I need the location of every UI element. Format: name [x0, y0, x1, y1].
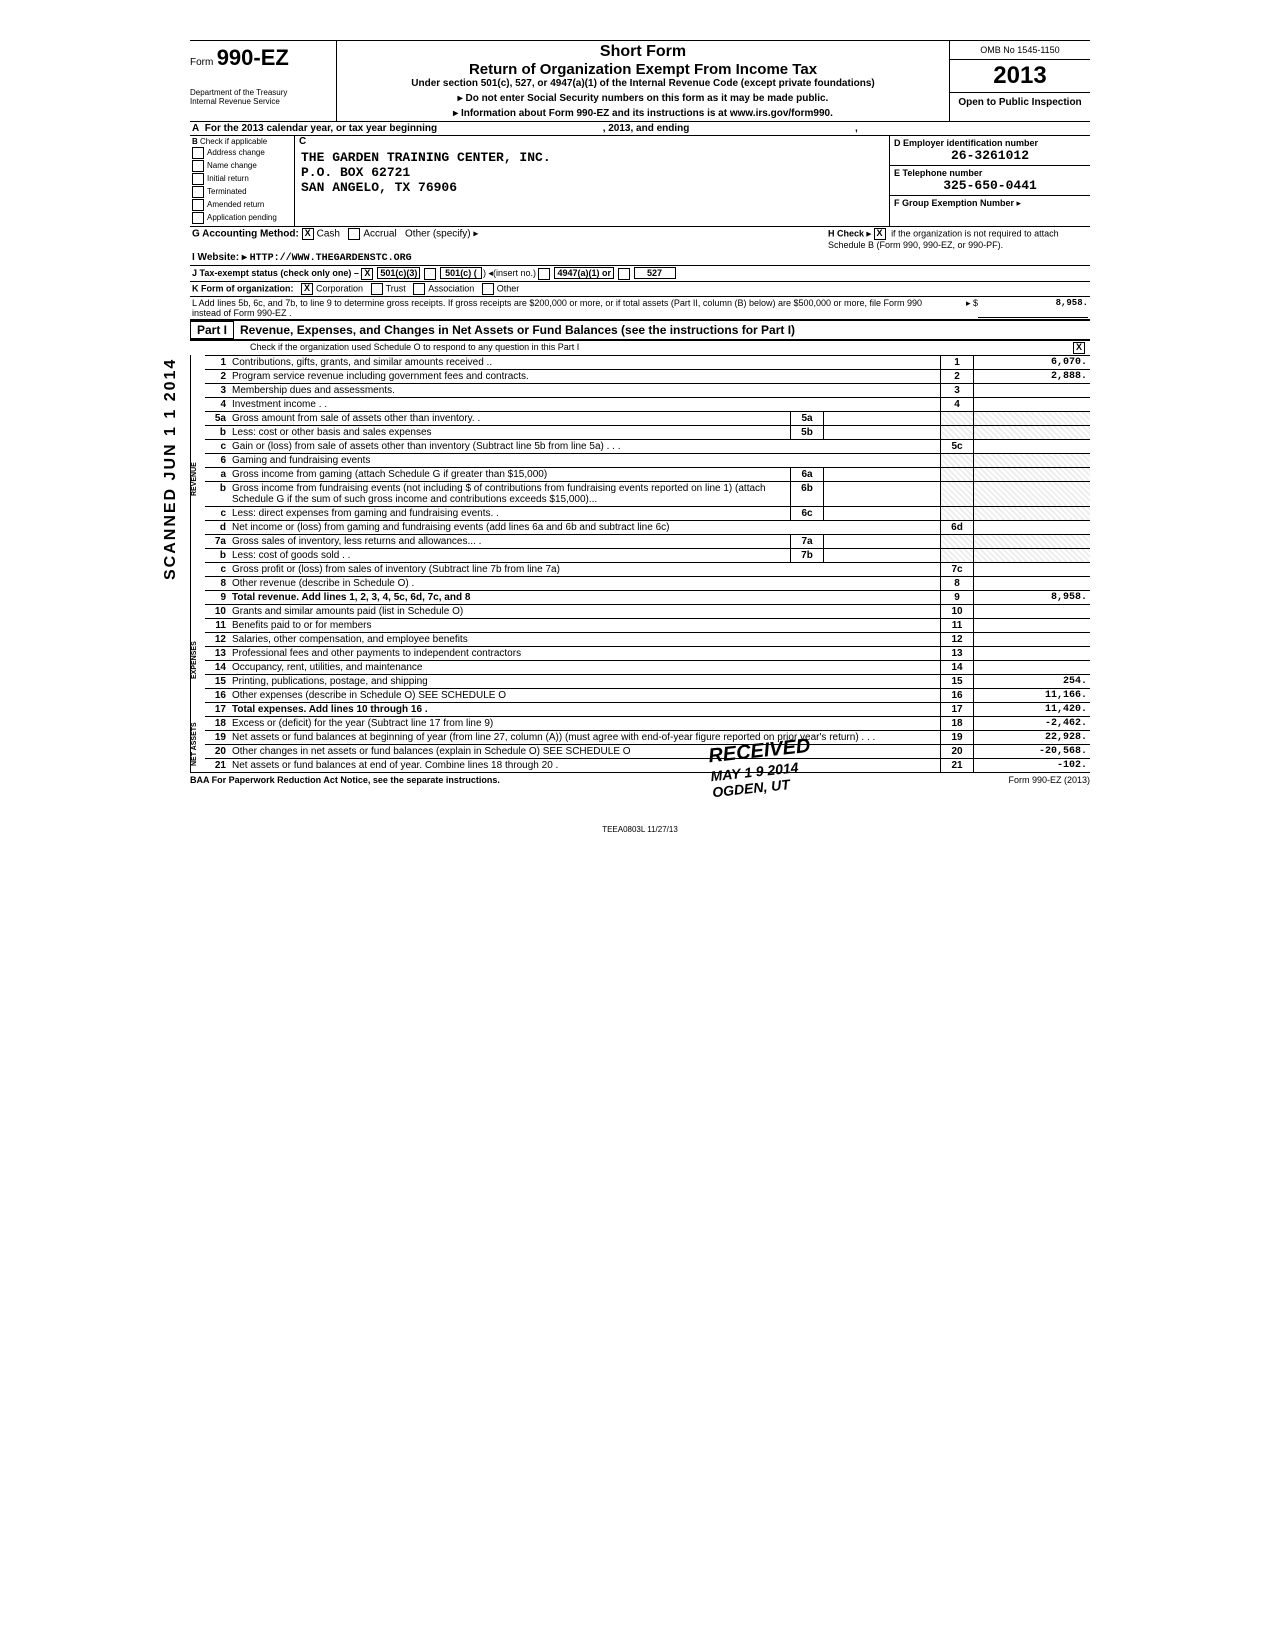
website: HTTP://WWW.THEGARDENSTC.ORG [250, 253, 412, 264]
line-k: K Form of organization: XCorporation Tru… [190, 281, 1090, 296]
checkbox[interactable] [192, 199, 204, 211]
checkbox[interactable] [192, 212, 204, 224]
line-row: bLess: cost of goods sold . .7b [205, 548, 1090, 562]
line-row: bLess: cost or other basis and sales exp… [205, 425, 1090, 439]
footer-code: TEEA0803L 11/27/13 [190, 825, 1090, 834]
gross-receipts: 8,958. [978, 298, 1088, 318]
subtitle: Under section 501(c), 527, or 4947(a)(1)… [343, 78, 943, 89]
checkbox[interactable] [192, 173, 204, 185]
header-right: OMB No 1545-1150 2013 Open to Public Ins… [949, 41, 1090, 121]
phone: 325-650-0441 [894, 178, 1086, 193]
form-page: Form 990-EZ Department of the Treasury I… [190, 40, 1090, 834]
line-l: L Add lines 5b, 6c, and 7b, to line 9 to… [190, 296, 1090, 319]
tax-year: 2013 [950, 60, 1090, 93]
checkbox-trust[interactable] [371, 283, 383, 295]
line-a: A For the 2013 calendar year, or tax yea… [190, 121, 1090, 135]
part1-header: Part I Revenue, Expenses, and Changes in… [190, 319, 1090, 340]
line-row: dNet income or (loss) from gaming and fu… [205, 520, 1090, 534]
checkbox[interactable] [192, 186, 204, 198]
revenue-table: 1Contributions, gifts, grants, and simil… [205, 355, 1090, 604]
expenses-section: EXPENSES 10Grants and similar amounts pa… [190, 604, 1090, 716]
line-j: J Tax-exempt status (check only one) – X… [190, 265, 1090, 281]
line-row: 19Net assets or fund balances at beginni… [205, 730, 1090, 744]
line-row: 11Benefits paid to or for members11 [205, 618, 1090, 632]
line-row: 8Other revenue (describe in Schedule O) … [205, 576, 1090, 590]
expenses-table: 10Grants and similar amounts paid (list … [205, 604, 1090, 716]
title1: Short Form [343, 43, 943, 61]
section-def: D Employer identification number 26-3261… [889, 136, 1090, 226]
ein: 26-3261012 [894, 148, 1086, 163]
dept: Department of the Treasury Internal Reve… [190, 89, 330, 107]
scanned-stamp: SCANNED JUN 1 1 2014 [162, 358, 180, 580]
line-row: bGross income from fundraising events (n… [205, 481, 1090, 506]
line-row: 2Program service revenue including gover… [205, 369, 1090, 383]
checkbox-h[interactable]: X [874, 228, 886, 240]
footer: BAA For Paperwork Reduction Act Notice, … [190, 772, 1090, 785]
line-row: 13Professional fees and other payments t… [205, 646, 1090, 660]
line-row: 5aGross amount from sale of assets other… [205, 411, 1090, 425]
line-row: 16Other expenses (describe in Schedule O… [205, 688, 1090, 702]
line-row: 1Contributions, gifts, grants, and simil… [205, 355, 1090, 369]
org-addr1: P.O. BOX 62721 [301, 165, 883, 180]
omb: OMB No 1545-1150 [950, 41, 1090, 60]
received-stamp: RECEIVED MAY 1 9 2014 OGDEN, UT [707, 735, 814, 800]
section-bcdef: B Check if applicable Address change Nam… [190, 135, 1090, 226]
checkbox[interactable] [192, 147, 204, 159]
line-row: cGain or (loss) from sale of assets othe… [205, 439, 1090, 453]
header-left: Form 990-EZ Department of the Treasury I… [190, 41, 337, 121]
line-row: 7aGross sales of inventory, less returns… [205, 534, 1090, 548]
checkbox-assoc[interactable] [413, 283, 425, 295]
line-row: 20Other changes in net assets or fund ba… [205, 744, 1090, 758]
checkbox[interactable] [192, 160, 204, 172]
form-number: 990-EZ [217, 45, 289, 70]
checkbox-schedule-o[interactable]: X [1073, 342, 1085, 354]
line-row: 6Gaming and fundraising events [205, 453, 1090, 467]
subtext1: ▸ Do not enter Social Security numbers o… [343, 93, 943, 104]
header: Form 990-EZ Department of the Treasury I… [190, 40, 1090, 121]
line-row: 10Grants and similar amounts paid (list … [205, 604, 1090, 618]
checkbox-501c3[interactable]: X [361, 268, 373, 280]
line-row: 18Excess or (deficit) for the year (Subt… [205, 716, 1090, 730]
checkbox-cash[interactable]: X [302, 228, 314, 240]
checkbox-other[interactable] [482, 283, 494, 295]
line-row: 14Occupancy, rent, utilities, and mainte… [205, 660, 1090, 674]
line-row: 3Membership dues and assessments.3 [205, 383, 1090, 397]
org-addr2: SAN ANGELO, TX 76906 [301, 180, 883, 195]
line-row: 9Total revenue. Add lines 1, 2, 3, 4, 5c… [205, 590, 1090, 604]
netassets-section: NET ASSETS 18Excess or (deficit) for the… [190, 716, 1090, 772]
checkbox-527[interactable] [618, 268, 630, 280]
line-row: 12Salaries, other compensation, and empl… [205, 632, 1090, 646]
line-row: 15Printing, publications, postage, and s… [205, 674, 1090, 688]
org-name: THE GARDEN TRAINING CENTER, INC. [301, 150, 883, 165]
netassets-table: 18Excess or (deficit) for the year (Subt… [205, 716, 1090, 772]
line-i: I Website: ▸ HTTP://WWW.THEGARDENSTC.ORG [190, 251, 1090, 265]
form-prefix: Form [190, 57, 213, 68]
revenue-section: REVENUE 1Contributions, gifts, grants, a… [190, 355, 1090, 604]
section-c: C THE GARDEN TRAINING CENTER, INC. P.O. … [295, 136, 889, 226]
line-row: 21Net assets or fund balances at end of … [205, 758, 1090, 772]
section-b: B Check if applicable Address change Nam… [190, 136, 295, 226]
line-row: aGross income from gaming (attach Schedu… [205, 467, 1090, 481]
checkbox-501c[interactable] [424, 268, 436, 280]
line-g-h: G Accounting Method: XCash Accrual Other… [190, 226, 1090, 251]
checkbox-accrual[interactable] [348, 228, 360, 240]
part1-check-line: Check if the organization used Schedule … [190, 340, 1090, 355]
checkbox-4947[interactable] [538, 268, 550, 280]
title2: Return of Organization Exempt From Incom… [343, 61, 943, 78]
inspection: Open to Public Inspection [950, 93, 1090, 112]
subtext2: ▸ Information about Form 990-EZ and its … [343, 108, 943, 119]
line-row: 17Total expenses. Add lines 10 through 1… [205, 702, 1090, 716]
line-row: 4Investment income . .4 [205, 397, 1090, 411]
line-row: cGross profit or (loss) from sales of in… [205, 562, 1090, 576]
line-row: cLess: direct expenses from gaming and f… [205, 506, 1090, 520]
header-mid: Short Form Return of Organization Exempt… [337, 41, 949, 121]
checkbox-corp[interactable]: X [301, 283, 313, 295]
